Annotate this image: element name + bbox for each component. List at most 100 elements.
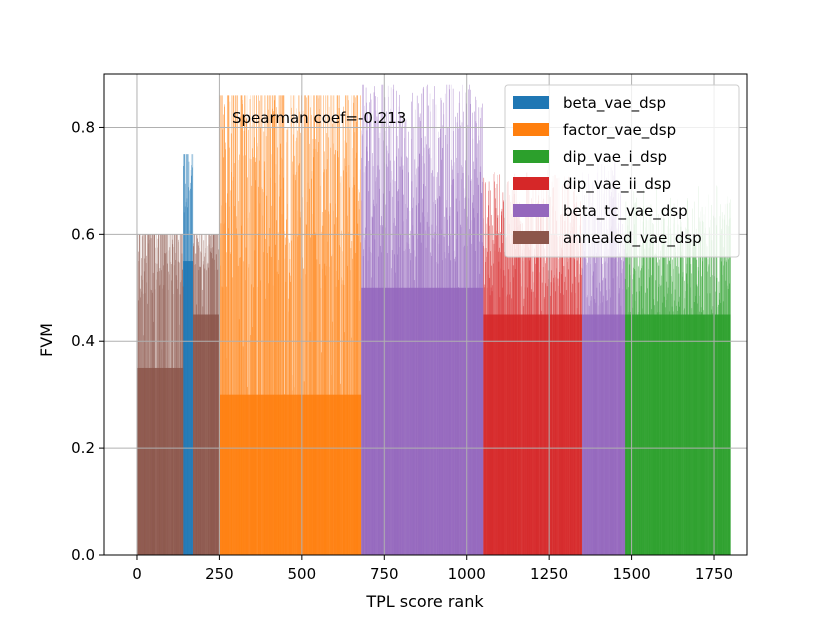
bar-factor_vae_dsp <box>323 169 325 555</box>
bar-annealed_vae_dsp <box>196 235 198 555</box>
bar-beta_tc_vae_dsp <box>449 215 451 555</box>
bar-dip_vae_i_dsp <box>628 215 630 555</box>
bar-factor_vae_dsp <box>339 182 341 555</box>
bar-factor_vae_dsp <box>230 133 232 555</box>
bar-beta_tc_vae_dsp <box>410 230 411 555</box>
bar-beta_tc_vae_dsp <box>615 249 616 555</box>
bar-factor_vae_dsp <box>329 203 331 556</box>
bar-annealed_vae_dsp <box>171 280 172 555</box>
bar-annealed_vae_dsp <box>214 259 215 555</box>
bar-dip_vae_i_dsp <box>668 217 669 556</box>
bar-beta_tc_vae_dsp <box>380 112 382 555</box>
bar-dip_vae_ii_dsp <box>499 247 500 555</box>
bar-dip_vae_ii_dsp <box>518 210 519 555</box>
bar-dip_vae_i_dsp <box>696 259 698 555</box>
bar-dip_vae_ii_dsp <box>492 285 493 555</box>
bar-beta_tc_vae_dsp <box>597 242 599 555</box>
bar-dip_vae_i_dsp <box>658 286 659 555</box>
bar-dip_vae_ii_dsp <box>520 224 521 556</box>
bar-beta_tc_vae_dsp <box>475 121 477 555</box>
bar-dip_vae_ii_dsp <box>507 294 508 555</box>
bar-dip_vae_ii_dsp <box>519 254 520 555</box>
legend-label-dip_vae_i_dsp: dip_vae_i_dsp <box>563 148 667 167</box>
bar-factor_vae_dsp <box>336 95 338 555</box>
bar-dip_vae_ii_dsp <box>484 183 486 555</box>
bar-dip_vae_ii_dsp <box>509 194 510 555</box>
bar-factor_vae_dsp <box>223 114 224 556</box>
bar-annealed_vae_dsp <box>142 234 143 556</box>
bar-factor_vae_dsp <box>296 137 298 555</box>
bar-dip_vae_i_dsp <box>679 236 681 556</box>
bar-annealed_vae_dsp <box>199 234 201 556</box>
bar-dip_vae_i_dsp <box>625 201 627 555</box>
bar-dip_vae_ii_dsp <box>537 200 539 556</box>
bar-dip_vae_ii_dsp <box>556 268 557 555</box>
bar-annealed_vae_dsp <box>181 280 182 555</box>
bar-factor_vae_dsp <box>257 142 258 556</box>
bar-dip_vae_i_dsp <box>724 261 726 555</box>
bar-beta_tc_vae_dsp <box>599 222 601 556</box>
legend-label-beta_tc_vae_dsp: beta_tc_vae_dsp <box>563 202 688 221</box>
bar-factor_vae_dsp <box>253 287 254 555</box>
bar-beta_vae_dsp <box>185 202 187 555</box>
bar-dip_vae_ii_dsp <box>552 176 554 555</box>
bar-factor_vae_dsp <box>267 95 269 555</box>
bar-beta_tc_vae_dsp <box>450 84 452 555</box>
bar-beta_tc_vae_dsp <box>608 255 610 555</box>
bar-dip_vae_i_dsp <box>662 302 664 555</box>
bar-factor_vae_dsp <box>299 217 301 556</box>
bar-beta_tc_vae_dsp <box>396 156 397 555</box>
bar-dip_vae_ii_dsp <box>499 174 500 555</box>
bar-beta_tc_vae_dsp <box>446 144 448 555</box>
bar-dip_vae_ii_dsp <box>560 244 562 556</box>
bar-factor_vae_dsp <box>291 390 293 555</box>
bar-dip_vae_ii_dsp <box>560 214 561 555</box>
bar-factor_vae_dsp <box>221 95 222 555</box>
bar-beta_tc_vae_dsp <box>452 88 454 555</box>
bar-factor_vae_dsp <box>312 213 313 555</box>
bar-beta_tc_vae_dsp <box>451 165 453 555</box>
bar-factor_vae_dsp <box>281 157 282 555</box>
bar-dip_vae_i_dsp <box>707 271 708 555</box>
bar-dip_vae_i_dsp <box>703 214 705 555</box>
bar-beta_tc_vae_dsp <box>593 235 595 556</box>
bar-beta_tc_vae_dsp <box>385 204 387 556</box>
bar-annealed_vae_dsp <box>159 271 160 555</box>
bar-dip_vae_i_dsp <box>665 300 667 555</box>
bar-dip_vae_i_dsp <box>658 284 660 555</box>
bar-beta_tc_vae_dsp <box>372 166 374 555</box>
bar-dip_vae_ii_dsp <box>535 181 537 555</box>
bar-beta_tc_vae_dsp <box>379 169 380 556</box>
bar-dip_vae_ii_dsp <box>557 236 558 555</box>
bar-beta_tc_vae_dsp <box>453 178 455 556</box>
bar-factor_vae_dsp <box>254 95 255 555</box>
bar-beta_tc_vae_dsp <box>375 96 376 556</box>
bar-dip_vae_i_dsp <box>640 270 641 555</box>
bar-dip_vae_ii_dsp <box>520 273 521 555</box>
bar-dip_vae_ii_dsp <box>538 195 539 556</box>
bar-dip_vae_i_dsp <box>632 294 633 555</box>
bar-beta_tc_vae_dsp <box>611 198 613 555</box>
bar-dip_vae_i_dsp <box>663 208 665 555</box>
bar-beta_tc_vae_dsp <box>390 182 391 556</box>
bar-dip_vae_ii_dsp <box>566 244 568 556</box>
bar-factor_vae_dsp <box>317 95 318 555</box>
bar-beta_tc_vae_dsp <box>406 242 408 555</box>
series-dip_vae_ii_dsp <box>483 170 583 556</box>
bar-dip_vae_i_dsp <box>729 217 731 555</box>
bar-dip_vae_i_dsp <box>635 270 637 555</box>
bar-annealed_vae_dsp <box>194 234 195 556</box>
bar-dip_vae_ii_dsp <box>529 249 530 555</box>
bar-dip_vae_i_dsp <box>675 245 676 555</box>
bar-beta_tc_vae_dsp <box>584 195 585 555</box>
bar-factor_vae_dsp <box>348 165 350 555</box>
bar-dip_vae_ii_dsp <box>536 204 538 555</box>
bar-beta_vae_dsp <box>192 167 193 555</box>
bar-beta_tc_vae_dsp <box>457 112 458 555</box>
bar-dip_vae_ii_dsp <box>535 244 537 555</box>
bar-dip_vae_i_dsp <box>668 210 670 555</box>
bar-dip_vae_ii_dsp <box>485 261 487 555</box>
bar-dip_vae_ii_dsp <box>578 282 580 555</box>
bar-factor_vae_dsp <box>305 223 307 556</box>
bar-beta_tc_vae_dsp <box>385 227 386 555</box>
